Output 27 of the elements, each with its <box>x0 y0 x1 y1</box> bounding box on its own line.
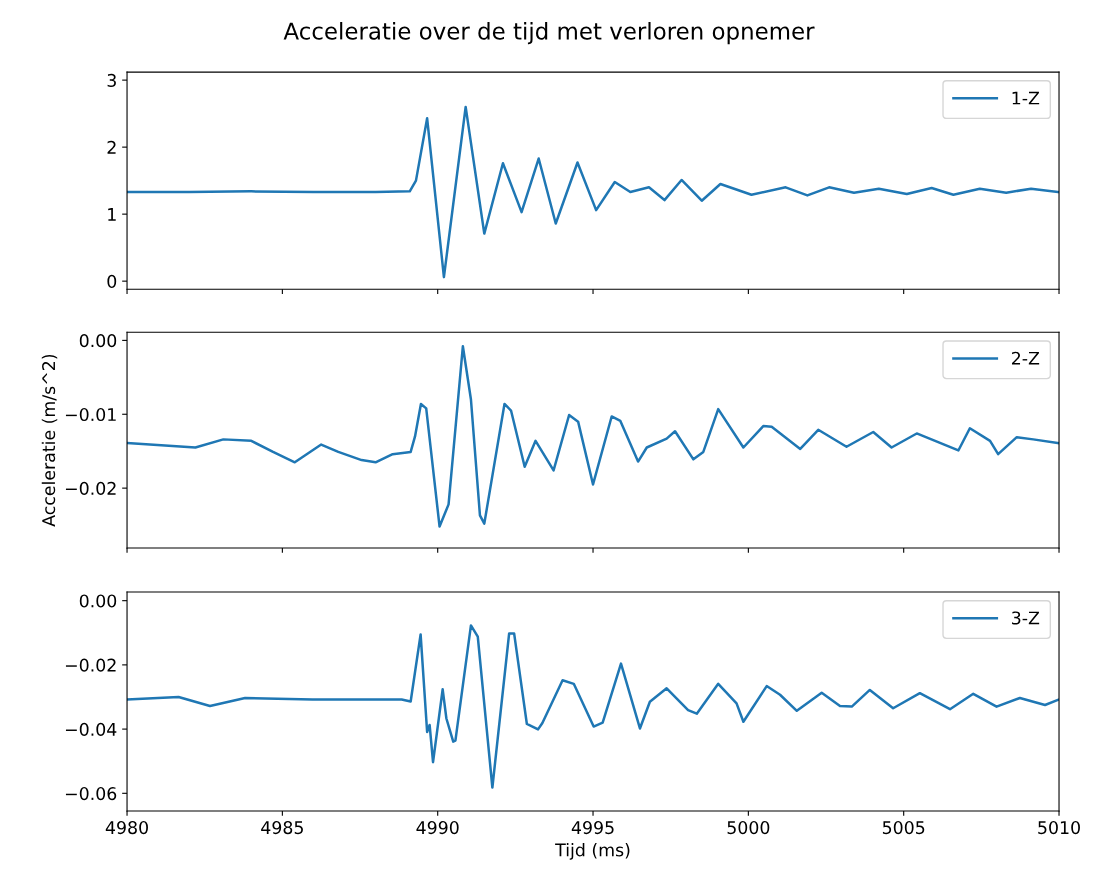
y-axis-title: Acceleratie (m/s^2) <box>41 354 58 527</box>
line-series <box>127 345 1060 528</box>
chart-title: Acceleratie over de tijd met verloren opnemer <box>283 21 815 45</box>
y-tick-label: −0.04 <box>65 722 117 736</box>
y-tick-label: 0 <box>107 274 117 288</box>
y-tick-label: −0.02 <box>65 481 116 495</box>
legend-label: 1-Z <box>1012 91 1040 105</box>
x-tick-label: 4990 <box>416 820 459 835</box>
y-tick-label: 1 <box>108 208 116 221</box>
y-tick-label: 3 <box>107 73 116 87</box>
y-tick-label: 2 <box>107 140 116 154</box>
x-tick-label: 5010 <box>1038 820 1080 835</box>
y-tick-label: −0.06 <box>65 787 117 801</box>
legend-label: 3-Z <box>1012 611 1040 625</box>
x-axis-title: Tijd (ms) <box>555 843 630 860</box>
x-tick-label: 5005 <box>882 820 925 835</box>
y-tick-label: 0.00 <box>79 594 117 608</box>
x-tick-label: 4985 <box>261 820 303 835</box>
y-tick-label: 0.00 <box>79 334 117 348</box>
x-tick-label: 4995 <box>571 820 614 835</box>
x-tick-label: 5000 <box>727 820 770 835</box>
y-tick-label: −0.02 <box>65 658 116 672</box>
y-tick-label: −0.01 <box>65 407 116 422</box>
line-series <box>127 624 1060 789</box>
line-series <box>127 105 1060 279</box>
legend-label: 2-Z <box>1011 351 1040 365</box>
x-tick-label: 4980 <box>105 820 148 835</box>
